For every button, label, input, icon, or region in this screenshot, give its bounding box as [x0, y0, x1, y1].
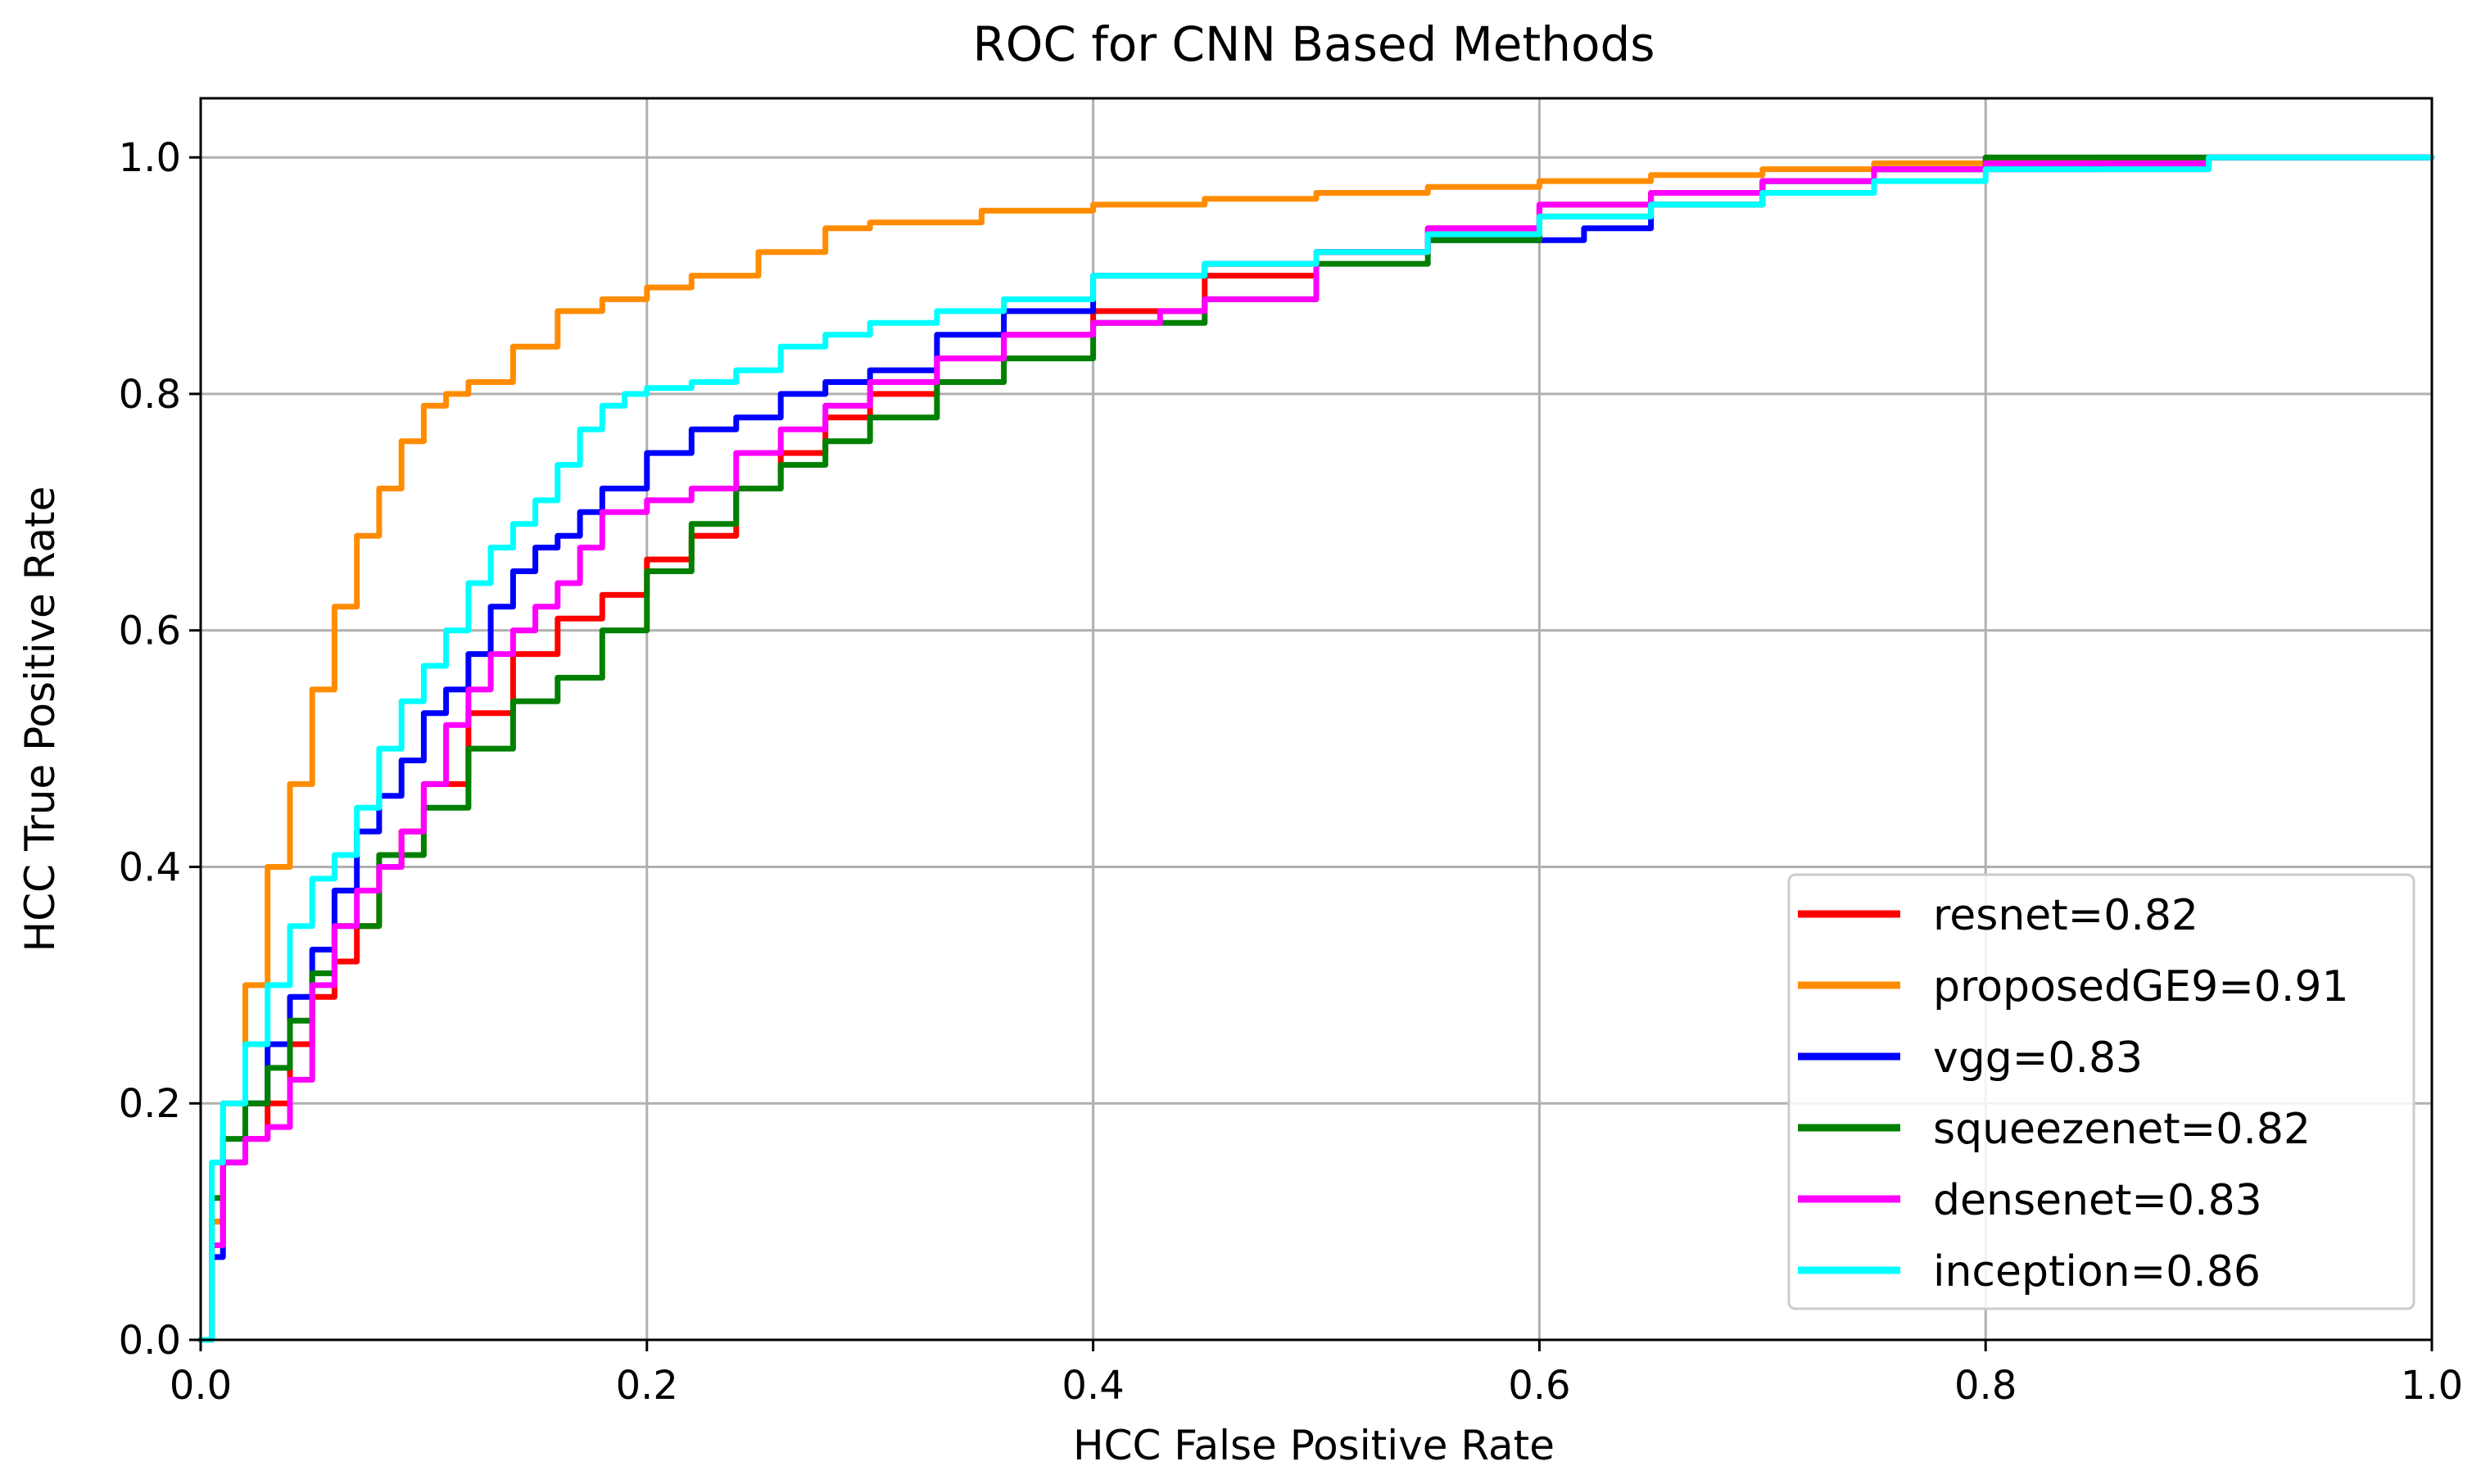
chart-title: ROC for CNN Based Methods	[972, 16, 1655, 72]
series-line-vgg	[197, 154, 2435, 1343]
x-tick-label: 0.0	[170, 1363, 232, 1409]
y-tick-label: 0.4	[119, 844, 181, 890]
legend-label-densenet: densenet=0.83	[1933, 1176, 2262, 1225]
y-tick-label: 0.2	[119, 1081, 181, 1127]
legend-label-vgg: vgg=0.83	[1933, 1034, 2143, 1083]
x-tick-label: 1.0	[2401, 1363, 2463, 1409]
legend: resnet=0.82 proposedGE9=0.91 vgg=0.83 squee…	[1787, 873, 2415, 1310]
y-tick-label: 0.0	[119, 1318, 181, 1364]
axis-ticks: 0.0 0.2 0.4 0.6 0.8 1.0 0.0 0.2 0.4 0.6 0.8 1.0	[119, 135, 2464, 1409]
plot-frame	[199, 97, 2433, 1341]
x-tick-label: 0.6	[1508, 1363, 1570, 1409]
legend-label-resnet: resnet=0.82	[1933, 891, 2198, 940]
x-tick-label: 0.2	[616, 1363, 678, 1409]
legend-label-proposedge9: proposedGE9=0.91	[1933, 962, 2349, 1011]
series-line-densenet	[197, 154, 2435, 1343]
legend-items: resnet=0.82 proposedGE9=0.91 vgg=0.83 squee…	[1798, 891, 2349, 1296]
x-axis-label: HCC False Positive Rate	[1073, 1422, 1555, 1469]
legend-label-squeezenet: squeezenet=0.82	[1933, 1105, 2311, 1154]
series-lines	[197, 154, 2435, 1343]
y-tick-label: 0.6	[119, 609, 181, 654]
legend-label-inception: inception=0.86	[1933, 1247, 2261, 1296]
legend-box	[1787, 873, 2415, 1310]
y-tick-label: 1.0	[119, 135, 181, 181]
y-tick-label: 0.8	[119, 372, 181, 418]
series-line-inception	[197, 154, 2435, 1343]
y-axis-label: HCC True Positive Rate	[16, 486, 64, 952]
x-tick-label: 0.8	[1954, 1363, 2017, 1409]
series-line-proposedge9	[197, 154, 2435, 1343]
x-tick-label: 0.4	[1062, 1363, 1124, 1409]
